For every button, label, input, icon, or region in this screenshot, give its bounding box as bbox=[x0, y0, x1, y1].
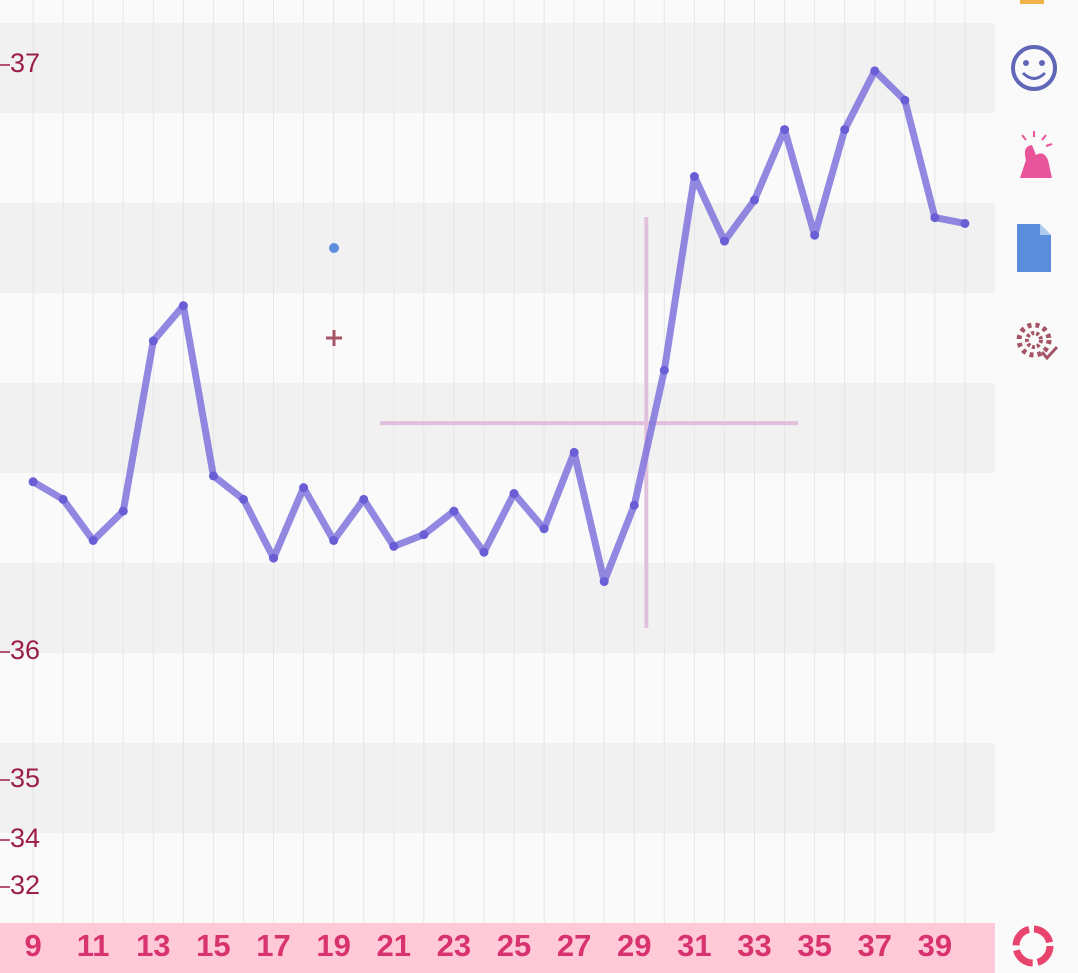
y-tick-label: 35 bbox=[10, 763, 40, 793]
data-point bbox=[689, 172, 699, 182]
y-tick-label: 36 bbox=[10, 635, 40, 665]
x-tick-label: 17 bbox=[256, 928, 290, 963]
data-point bbox=[810, 230, 820, 240]
x-tick-label: 33 bbox=[737, 928, 771, 963]
x-tick-label: 19 bbox=[316, 928, 350, 963]
data-point bbox=[329, 535, 339, 545]
x-tick-label: 15 bbox=[196, 928, 230, 963]
data-point bbox=[900, 95, 910, 105]
grid bbox=[32, 0, 966, 923]
data-point bbox=[389, 541, 399, 551]
data-point bbox=[750, 195, 760, 205]
x-tick-label: 13 bbox=[136, 928, 170, 963]
data-point bbox=[629, 500, 639, 510]
y-tick-label: 34 bbox=[10, 823, 40, 853]
data-point bbox=[960, 218, 970, 228]
data-point bbox=[870, 66, 880, 76]
data-point bbox=[719, 236, 729, 246]
data-point bbox=[88, 535, 98, 545]
x-tick-label: 29 bbox=[617, 928, 651, 963]
x-axis-bar bbox=[0, 923, 995, 973]
data-point bbox=[509, 489, 519, 499]
data-point bbox=[208, 471, 218, 481]
data-point bbox=[840, 125, 850, 135]
data-point bbox=[359, 494, 369, 504]
data-point bbox=[539, 524, 549, 534]
data-point bbox=[449, 506, 459, 516]
data-point bbox=[780, 125, 790, 135]
plot bbox=[28, 66, 970, 628]
data-point bbox=[58, 494, 68, 504]
y-tick-label: 37 bbox=[10, 48, 40, 78]
x-tick-label: 21 bbox=[377, 928, 411, 963]
data-point bbox=[599, 577, 609, 587]
data-point bbox=[569, 447, 579, 457]
temperature-line bbox=[29, 67, 969, 586]
data-point bbox=[28, 477, 38, 487]
data-point bbox=[930, 213, 940, 223]
x-tick-label: 25 bbox=[497, 928, 531, 963]
x-tick-label: 31 bbox=[677, 928, 711, 963]
data-point bbox=[238, 494, 248, 504]
x-tick-label: 39 bbox=[918, 928, 952, 963]
bands bbox=[0, 23, 995, 833]
side-icons bbox=[1011, 0, 1059, 967]
data-point bbox=[299, 483, 309, 493]
x-tick-label: 11 bbox=[77, 928, 110, 963]
data-point bbox=[479, 547, 489, 557]
data-point bbox=[178, 301, 188, 311]
day-markers bbox=[326, 243, 342, 346]
x-tick-label: 27 bbox=[557, 928, 591, 963]
x-tick-label: 35 bbox=[797, 928, 831, 963]
data-point bbox=[118, 506, 128, 516]
x-tick-label: 9 bbox=[24, 928, 41, 963]
y-tick-label: 32 bbox=[10, 870, 40, 900]
data-point bbox=[659, 365, 669, 375]
data-point bbox=[269, 553, 279, 563]
data-point bbox=[148, 336, 158, 346]
data-point bbox=[419, 530, 429, 540]
x-tick-label: 23 bbox=[437, 928, 471, 963]
x-tick-label: 37 bbox=[858, 928, 892, 963]
